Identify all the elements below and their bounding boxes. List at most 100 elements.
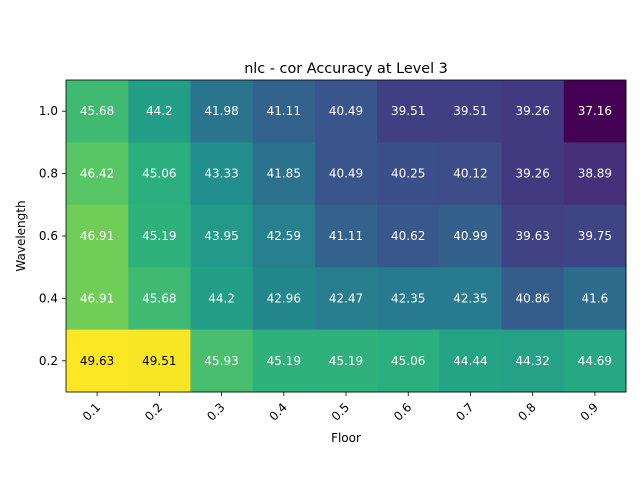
cell-value-label: 45.19 — [142, 229, 176, 243]
heatmap-cell — [563, 329, 627, 393]
y-axis-label: Wavelength — [14, 200, 28, 271]
cell-value-label: 40.86 — [515, 291, 549, 305]
heatmap-cell — [66, 329, 129, 393]
heatmap-cell — [439, 142, 503, 206]
heatmap-cell — [190, 80, 254, 143]
cell-value-label: 45.19 — [267, 354, 301, 368]
cell-value-label: 44.2 — [208, 291, 235, 305]
heatmap-cell — [252, 204, 316, 268]
heatmap-cell — [377, 80, 440, 143]
cell-value-label: 43.95 — [204, 229, 238, 243]
y-tick-label: 0.4 — [39, 291, 58, 305]
heatmap-cell — [314, 80, 378, 143]
x-axis-label: Floor — [331, 431, 361, 445]
heatmap-cell — [501, 267, 565, 331]
heatmap-cell — [439, 80, 503, 143]
y-tick-label: 0.6 — [39, 229, 58, 243]
cell-value-label: 40.12 — [453, 167, 487, 181]
heatmap-cell — [190, 204, 254, 268]
cell-value-label: 45.68 — [142, 291, 176, 305]
cell-value-label: 39.26 — [515, 104, 549, 118]
cell-value-label: 41.6 — [582, 291, 609, 305]
cell-value-label: 49.51 — [142, 354, 176, 368]
x-tick-label: 0.4 — [266, 400, 289, 423]
heatmap-cell — [314, 142, 378, 206]
heatmap-cell — [190, 142, 254, 206]
chart-title: nlc - cor Accuracy at Level 3 — [244, 61, 448, 77]
cell-value-label: 45.06 — [142, 167, 176, 181]
heatmap-cell — [563, 80, 627, 143]
cell-value-label: 39.26 — [515, 167, 549, 181]
heatmap-cell — [66, 142, 129, 206]
x-tick-label: 0.6 — [391, 400, 414, 423]
y-tick-label: 0.8 — [39, 167, 58, 181]
x-tick-label: 0.5 — [329, 400, 352, 423]
cell-value-label: 45.68 — [80, 104, 114, 118]
cell-value-label: 40.62 — [391, 229, 425, 243]
cell-value-label: 39.51 — [391, 104, 425, 118]
heatmap-cells: 45.68 44.2 41.98 41.11 40.49 39.51 39.51 39.26 3… — [66, 80, 627, 393]
cell-value-label: 39.75 — [578, 229, 612, 243]
cell-value-label: 40.25 — [391, 167, 425, 181]
cell-value-label: 39.63 — [515, 229, 549, 243]
heatmap-cell — [252, 80, 316, 143]
cell-value-label: 39.51 — [453, 104, 487, 118]
y-axis: 1.0 0.8 0.6 0.4 0.2 — [39, 104, 66, 368]
heatmap-cell — [314, 329, 378, 393]
heatmap-cell — [190, 329, 254, 393]
cell-value-label: 45.93 — [204, 354, 238, 368]
cell-value-label: 44.69 — [578, 354, 612, 368]
x-tick-label: 0.2 — [142, 400, 165, 423]
heatmap-cell — [128, 267, 191, 331]
heatmap-cell — [439, 204, 503, 268]
cell-value-label: 41.85 — [267, 167, 301, 181]
cell-value-label: 46.91 — [80, 229, 114, 243]
cell-value-label: 46.91 — [80, 291, 114, 305]
heatmap-cell — [501, 142, 565, 206]
heatmap-cell — [377, 267, 440, 331]
heatmap-cell — [128, 329, 191, 393]
x-axis: 0.1 0.2 0.3 0.4 0.5 0.6 0.7 0.8 0.9 — [80, 392, 601, 424]
heatmap-cell — [66, 204, 129, 268]
cell-value-label: 44.44 — [453, 354, 487, 368]
heatmap-cell — [252, 142, 316, 206]
x-tick-label: 0.8 — [515, 400, 538, 423]
heatmap-cell — [439, 329, 503, 393]
cell-value-label: 40.49 — [329, 104, 363, 118]
cell-value-label: 41.11 — [329, 229, 363, 243]
heatmap-cell — [377, 204, 440, 268]
cell-value-label: 38.89 — [578, 167, 612, 181]
heatmap-cell — [377, 329, 440, 393]
cell-value-label: 49.63 — [80, 354, 114, 368]
cell-value-label: 44.2 — [146, 104, 173, 118]
cell-value-label: 40.99 — [453, 229, 487, 243]
heatmap-cell — [377, 142, 440, 206]
cell-value-label: 45.06 — [391, 354, 425, 368]
cell-value-label: 37.16 — [578, 104, 612, 118]
x-tick-label: 0.7 — [453, 400, 476, 423]
cell-value-label: 41.11 — [267, 104, 301, 118]
cell-value-label: 46.42 — [80, 167, 114, 181]
y-tick-label: 1.0 — [39, 104, 58, 118]
cell-value-label: 42.35 — [391, 291, 425, 305]
heatmap-cell — [501, 80, 565, 143]
heatmap-cell — [501, 204, 565, 268]
heatmap-cell — [314, 267, 378, 331]
heatmap-cell — [252, 329, 316, 393]
cell-value-label: 40.49 — [329, 167, 363, 181]
heatmap-cell — [66, 80, 129, 143]
y-tick-label: 0.2 — [39, 354, 58, 368]
heatmap-cell — [252, 267, 316, 331]
cell-value-label: 42.35 — [453, 291, 487, 305]
heatmap-cell — [314, 204, 378, 268]
heatmap-cell — [563, 204, 627, 268]
heatmap-cell — [563, 267, 627, 331]
heatmap-cell — [439, 267, 503, 331]
cell-value-label: 42.59 — [267, 229, 301, 243]
heatmap-cell — [128, 80, 191, 143]
heatmap-cell — [563, 142, 627, 206]
x-tick-label: 0.3 — [204, 400, 227, 423]
cell-value-label: 45.19 — [329, 354, 363, 368]
cell-value-label: 44.32 — [515, 354, 549, 368]
